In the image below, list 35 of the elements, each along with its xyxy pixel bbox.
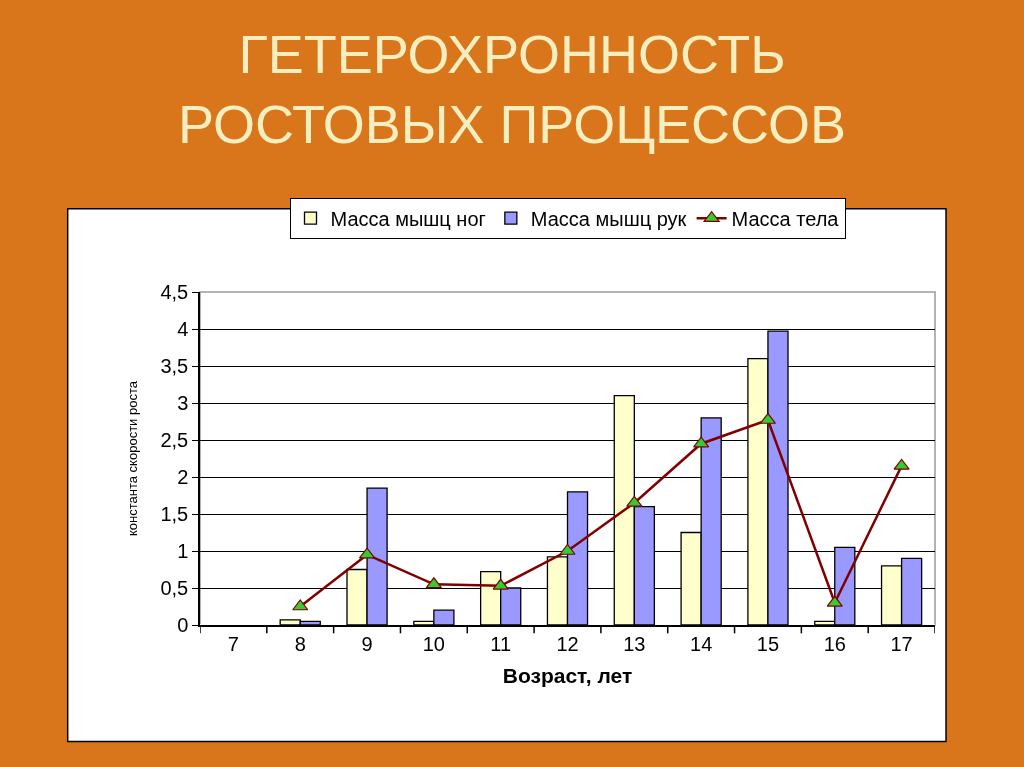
x-tick-label: 13	[623, 632, 646, 655]
point	[492, 578, 509, 590]
x-tick-label: 10	[422, 632, 445, 655]
x-tick-label: 17	[890, 632, 913, 655]
x-tick-label: 12	[556, 632, 579, 655]
point	[425, 577, 442, 589]
point	[693, 436, 710, 448]
y-tick-label: 1	[177, 540, 189, 562]
y-tick-label: 3	[177, 392, 189, 414]
y-tick-label: 3,5	[160, 355, 189, 377]
point	[893, 458, 910, 470]
x-axis-title: Возраст, лет	[502, 664, 633, 688]
x-tick-label: 11	[490, 632, 512, 655]
x-tick-label: 8	[294, 632, 306, 655]
x-tick-label: 15	[756, 632, 780, 655]
y-tick-label: 0	[177, 614, 189, 636]
chart-title: ГЕТЕРОХРОННОСТЬ РОСТОВЫХ ПРОЦЕССОВ	[178, 23, 846, 155]
x-tick-label: 7	[227, 632, 239, 655]
x-tick-label: 14	[690, 632, 713, 655]
point	[559, 543, 576, 555]
y-axis-title: константа скорости роста	[124, 380, 140, 536]
y-tick-label: 2	[177, 466, 189, 488]
x-tick-label: 16	[823, 632, 846, 655]
point	[292, 599, 309, 611]
legend-label: Масса мышц рук	[530, 208, 687, 231]
legend-label: Масса мышц ног	[330, 208, 486, 231]
point	[626, 495, 643, 507]
y-tick-label: 0,5	[160, 577, 189, 599]
x-tick-label: 9	[361, 632, 373, 655]
y-tick-label: 4	[177, 318, 189, 340]
y-tick-label: 2,5	[160, 429, 189, 451]
point	[826, 595, 843, 607]
y-tick-label: 1,5	[160, 503, 189, 525]
legend-label: Масса тела	[731, 208, 840, 231]
y-tick-label: 4,5	[160, 281, 189, 303]
